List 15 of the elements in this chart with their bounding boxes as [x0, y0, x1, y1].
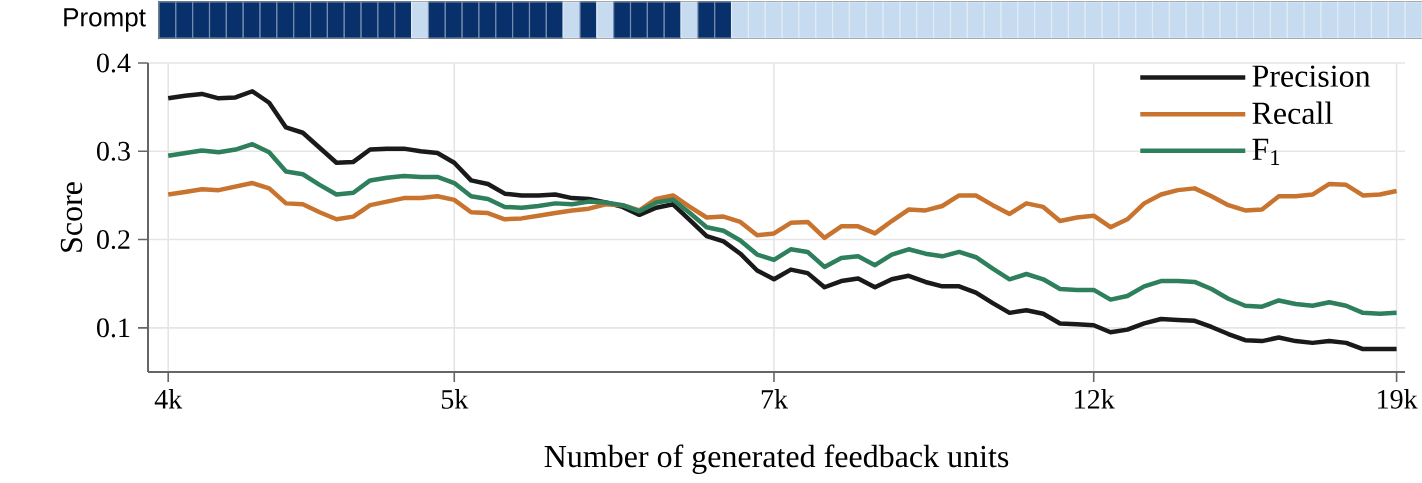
x-tick-label: 7k — [761, 389, 789, 409]
legend-label: Recall — [1252, 101, 1333, 125]
y-tick-label: 0.4 — [97, 53, 131, 73]
legend-label: F$_{1}$ — [1252, 138, 1280, 165]
y-tick-label: 0.3 — [97, 141, 130, 161]
x-tick-label: 4k — [154, 389, 183, 409]
legend-label: Precision — [1252, 65, 1371, 87]
x-tick-label: 12k — [1075, 389, 1115, 409]
y-axis-title: Prompt — [64, 8, 146, 32]
x-tick-label: 5k — [441, 389, 469, 409]
y-tick-label: 0.2 — [97, 230, 130, 250]
y-tick-label: 0.1 — [97, 318, 130, 338]
x-tick-label: 19k — [1378, 389, 1418, 409]
x-axis-title: Number of generated feedback units — [544, 444, 1009, 474]
y-axis-title: Score — [60, 182, 83, 252]
